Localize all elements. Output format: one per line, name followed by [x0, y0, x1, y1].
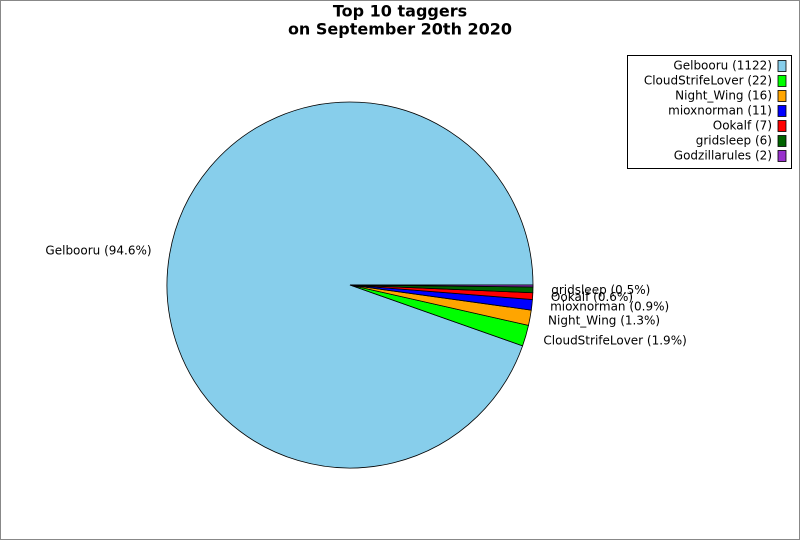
legend-label: Gelbooru (1122) — [673, 59, 772, 73]
legend-swatch — [777, 90, 787, 102]
legend-box — [627, 55, 792, 169]
legend-swatch — [777, 135, 787, 147]
legend-label: Godzillarules (2) — [674, 149, 772, 163]
slice-label: Gelbooru (94.6%) — [45, 244, 151, 258]
slice-label: Night_Wing (1.3%) — [548, 314, 660, 328]
chart-title: on September 20th 2020 — [288, 20, 512, 39]
legend-label: gridsleep (6) — [696, 134, 772, 148]
legend-swatch — [777, 120, 787, 132]
legend-label: mioxnorman (11) — [668, 104, 772, 118]
legend-swatch — [777, 75, 787, 87]
slice-label: mioxnorman (0.9%) — [550, 299, 669, 313]
legend-swatch — [777, 150, 787, 162]
legend-swatch — [777, 60, 787, 72]
slice-label: Ookalf (0.6%) — [551, 290, 633, 304]
legend-label: Ookalf (7) — [713, 119, 772, 133]
pie-slice — [349, 284, 534, 288]
slice-label: CloudStrifeLover (1.9%) — [543, 333, 686, 347]
legend-swatch — [777, 105, 787, 117]
slice-label: gridsleep (0.5%) — [551, 283, 650, 297]
chart-title: Top 10 taggers — [333, 2, 467, 21]
legend-label: Night_Wing (16) — [675, 89, 772, 103]
legend-label: CloudStrifeLover (22) — [644, 74, 772, 88]
